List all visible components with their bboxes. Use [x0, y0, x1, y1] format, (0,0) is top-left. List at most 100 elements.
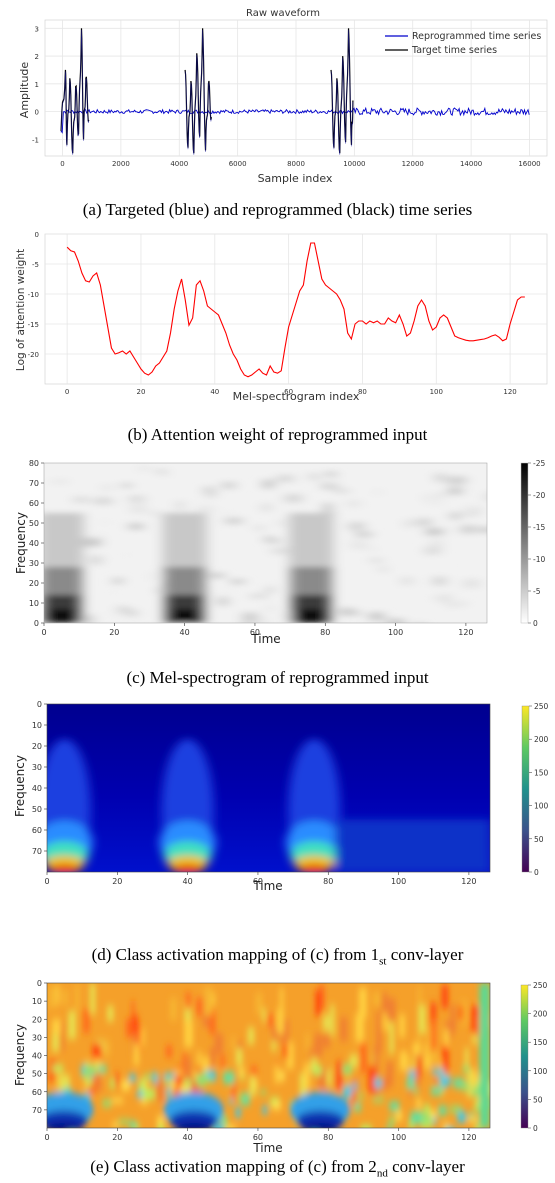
cam2-texture: [187, 1078, 196, 1096]
spectrogram-texture: [266, 586, 274, 593]
spectrogram-texture: [99, 520, 111, 525]
cam2-texture: [349, 1054, 358, 1068]
chart-d-xtick-label: 80: [323, 877, 333, 886]
cam2-lower-texture: [374, 1078, 382, 1088]
cam2-texture: [336, 1060, 343, 1091]
cam2-lower-texture: [102, 1099, 112, 1107]
cam2-texture: [61, 1020, 65, 1052]
spectrogram-texture: [73, 496, 89, 503]
cam2-texture: [281, 1019, 289, 1043]
cam2-lower-texture: [421, 1114, 431, 1123]
chart-d-ytick-label: 40: [32, 784, 42, 793]
cam2-texture: [283, 1043, 288, 1059]
spectrogram-texture: [350, 540, 368, 550]
spectrogram-texture: [321, 481, 338, 490]
chart-a-ytick-label: -1: [32, 136, 39, 144]
cam2-texture: [54, 1063, 63, 1095]
spectrogram-burst-peak: [297, 609, 326, 623]
cam2-texture: [184, 1057, 192, 1089]
spectrogram-texture: [449, 559, 465, 569]
spectrogram-texture: [400, 576, 413, 586]
spectrogram-texture: [116, 552, 135, 559]
chart-e-heatmap: [47, 983, 490, 1128]
cam2-lower-texture: [389, 1101, 400, 1111]
cam2-lower-texture: [83, 1065, 96, 1075]
cam2-texture: [286, 1042, 294, 1069]
cam2-lower-texture: [241, 1093, 250, 1106]
spectrogram-texture: [97, 496, 109, 502]
caption-d-subscript: st: [379, 955, 387, 968]
cam2-texture: [358, 990, 366, 1019]
cam2-lower-texture: [342, 1064, 352, 1075]
cam2-lower-texture: [183, 1080, 190, 1086]
spectrogram-texture: [251, 617, 269, 623]
cam2-lower-texture: [355, 1094, 364, 1099]
chart-c-cbar-label: -25: [533, 459, 545, 468]
spectrogram-texture: [447, 476, 466, 485]
cam2-texture: [376, 1010, 381, 1033]
spectrogram-texture: [368, 612, 385, 621]
cam2-lower-texture: [408, 1119, 415, 1128]
chart-a-xtick-label: 6000: [229, 160, 247, 168]
cam2-lower-texture: [186, 1080, 194, 1086]
cam2-texture: [184, 999, 192, 1026]
spectrogram-texture: [221, 509, 235, 517]
cam2-texture: [459, 1000, 467, 1025]
spectrogram-texture: [265, 604, 275, 613]
chart-c-cbar-label: -20: [533, 491, 545, 500]
cam2-lower-texture: [171, 1080, 176, 1090]
spectrogram-texture: [110, 610, 117, 619]
cam2-lower-texture: [225, 1125, 236, 1128]
cam2-lower-texture: [420, 1118, 433, 1128]
cam2-lower-texture: [86, 1078, 93, 1086]
spectrogram-texture: [425, 528, 443, 536]
chart-e-colorbar: [520, 984, 529, 1129]
spectrogram-texture: [205, 489, 217, 498]
cam2-texture: [326, 1068, 332, 1087]
spectrogram-texture: [155, 587, 168, 594]
cam2-texture: [467, 1071, 473, 1098]
cam2-lower-texture: [279, 1070, 285, 1082]
spectrogram-texture: [483, 492, 487, 502]
chart-c-ytick-label: 80: [29, 459, 39, 468]
chart-c-cbar-label: 0: [533, 619, 538, 628]
chart-d-ytick-label: 20: [32, 742, 42, 751]
cam2-texture: [373, 992, 381, 1006]
caption-e-subscript: nd: [376, 1167, 388, 1180]
spectrogram-texture: [115, 605, 125, 614]
chart-c-cbar-label: -10: [533, 555, 545, 564]
chart-e-ytick-label: 60: [32, 1088, 42, 1097]
spectrogram-texture: [255, 525, 264, 531]
caption-b: (b) Attention weight of reprogrammed inp…: [127, 425, 428, 444]
cam2-lower-texture: [139, 1080, 145, 1092]
spectrogram-texture: [387, 618, 405, 623]
cam1-burst-red: [172, 864, 203, 872]
spectrogram-texture: [348, 522, 365, 531]
cam2-lower-texture: [111, 1098, 124, 1103]
chart-b-xtick-label: 100: [430, 388, 443, 396]
chart-a-xtick-label: 2000: [112, 160, 130, 168]
chart-d-cbar-label: 0: [534, 868, 539, 877]
cam2-texture: [89, 983, 96, 1015]
spectrogram-texture: [428, 497, 444, 506]
spectrogram-texture: [323, 503, 333, 514]
chart-b-ytick-label: -10: [28, 291, 39, 299]
cam2-lower-texture: [489, 1101, 490, 1107]
cam2-lower-texture: [312, 1066, 323, 1075]
spectrogram-texture: [448, 487, 463, 495]
cam2-lower-texture: [66, 1127, 76, 1128]
cam2-texture: [235, 1048, 243, 1066]
cam2-lower-texture: [424, 1104, 430, 1113]
chart-a-ytick-label: 0: [35, 109, 39, 117]
cam2-lower-texture: [262, 1106, 268, 1114]
cam2-texture: [133, 1043, 140, 1066]
cam2-burst-navy: [175, 1123, 212, 1128]
cam2-lower-texture: [432, 1118, 438, 1124]
chart-e-xtick-label: 120: [461, 1133, 476, 1142]
chart-d-cbar-label: 200: [534, 735, 549, 744]
spectrogram-texture: [478, 526, 487, 533]
cam2-lower-texture: [221, 1115, 228, 1128]
chart-b-ytick-label: -15: [28, 321, 39, 329]
cam2-texture: [424, 1043, 431, 1069]
spectrogram-texture: [129, 495, 145, 503]
